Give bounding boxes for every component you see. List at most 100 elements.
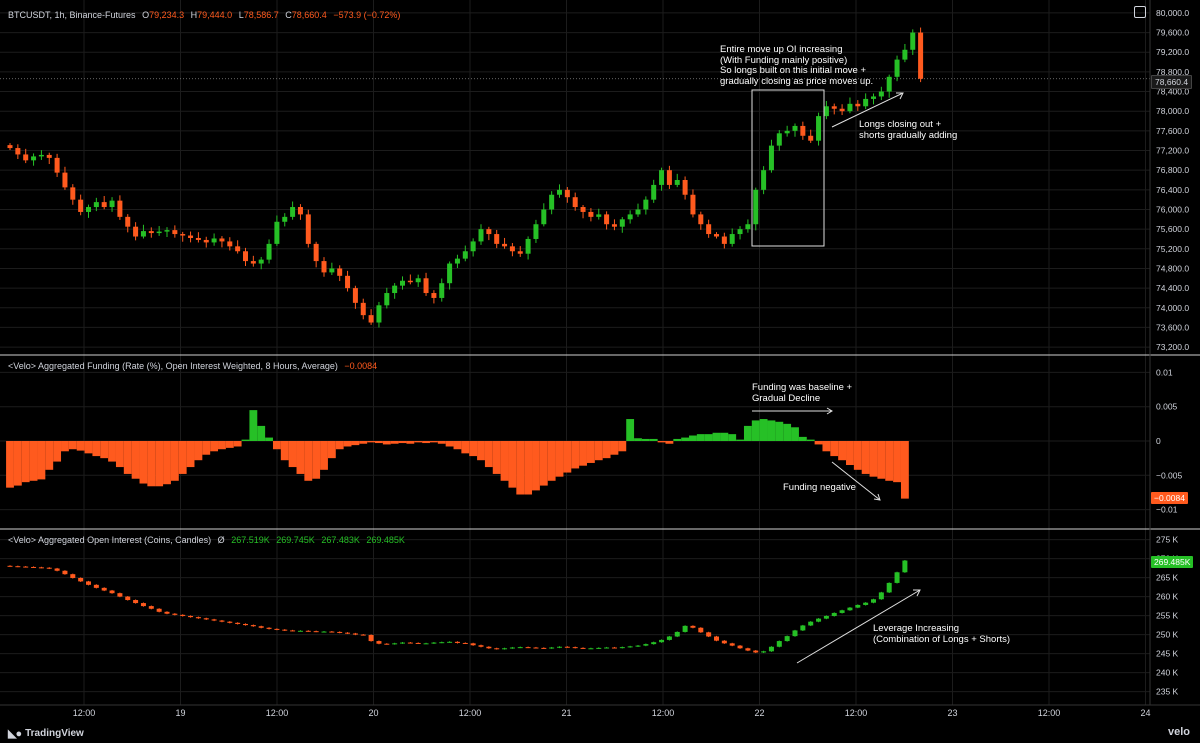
price-candle-body [902,49,908,60]
funding-bar [29,441,38,481]
velo-logo[interactable]: velo [1167,726,1190,738]
oi-low: 267.483K [321,535,360,545]
price-candle-body [54,157,60,173]
oi-candle-body [666,636,672,640]
price-candle-body [415,278,421,283]
price-candle-body [447,263,453,284]
price-candle-body [7,145,13,149]
funding-bar [846,441,854,466]
time-tick-label: 12:00 [652,708,675,718]
price-candle-body [250,261,256,264]
price-candle-body [368,315,374,323]
oi-candle-body [101,587,107,591]
close-value: 78,660.4 [291,10,327,20]
price-candle-body [329,268,335,273]
oi-candle-body [494,648,500,650]
funding-bar [202,441,211,455]
funding-bar [218,441,226,450]
annotation-drawings[interactable] [751,89,921,664]
funding-title[interactable]: <Velo> Aggregated Funding (Rate (%), Ope… [8,361,338,371]
price-candle-body [533,224,539,239]
oi-candle-body [133,600,139,604]
price-candle-body [321,261,327,273]
time-tick-label: 12:00 [73,708,96,718]
price-candle-body [23,154,29,161]
price-candle-body [808,135,814,141]
funding-bar [312,441,321,479]
oi-candle-body [93,584,99,588]
funding-legend: <Velo> Aggregated Funding (Rate (%), Ope… [8,361,377,371]
price-candle-body [823,106,829,117]
oi-candle-body [572,647,578,649]
funding-bar [257,425,266,441]
price-candle-body [580,207,586,212]
oi-candle-body [352,633,358,635]
funding-bar [791,427,799,441]
price-tick-label: 77,200.0 [1156,146,1189,156]
funding-axis[interactable]: 0.01 0.005 0 −0.005 −0.01 [1156,367,1183,514]
funding-bar [555,441,564,477]
price-candle-body [651,184,657,200]
funding-bar [92,441,101,457]
oi-candle-body [737,645,743,649]
oi-candle-body [659,639,665,643]
funding-bar [822,441,831,452]
price-candle-body [376,305,382,323]
oi-candle-body [140,603,146,607]
price-candle-body [266,243,272,260]
price-candle-body [839,108,845,112]
oi-candle-body [533,647,539,649]
oi-title[interactable]: <Velo> Aggregated Open Interest (Coins, … [8,535,212,545]
oi-candle-body [745,648,751,651]
oi-candle-body [407,642,413,644]
funding-bar [806,439,815,441]
oi-tick-label: 275 K [1156,535,1179,545]
oi-candle-body [878,592,884,600]
funding-bar [508,441,517,488]
oi-candle-body [674,631,680,637]
price-candle-body [31,156,37,161]
price-candle-body [195,237,201,240]
funding-bar [634,438,642,441]
funding-bar [532,441,540,491]
price-tick-label: 77,600.0 [1156,126,1189,136]
funding-bar [783,423,792,441]
funding-bar [375,441,383,444]
oi-candle-body [188,615,194,618]
time-axis[interactable]: 12:00 19 12:00 20 12:00 21 12:00 22 12:00 23 12:00… [73,708,1151,718]
funding-bar [147,441,156,487]
funding-bar [296,441,305,474]
oi-open: 267.519K [231,535,270,545]
price-candle-body [643,199,649,210]
oi-candle-body [423,643,429,645]
price-candle-body [462,251,468,259]
price-candle-body [721,236,727,244]
oi-candle-body [580,647,586,649]
annotation-funding-baseline: Funding was baseline + Gradual Decline [752,382,853,404]
oi-candle-body [211,619,217,621]
funding-tick-label: 0 [1156,436,1161,446]
price-legend: BTCUSDT, 1h, Binance-Futures O79,234.3 H… [8,10,400,20]
settings-icon[interactable] [1134,6,1146,18]
time-tick-label: 21 [561,708,571,718]
funding-histogram [6,410,909,499]
oi-candle-body [768,646,774,652]
price-candle-body [140,231,146,237]
price-tick-label: 78,400.0 [1156,87,1189,97]
symbol-label[interactable]: BTCUSDT, 1h, Binance-Futures [8,10,136,20]
price-candle-body [509,246,515,252]
oi-candle-body [86,581,91,585]
funding-bar [84,441,93,454]
arrow-leverage [796,589,921,664]
funding-bar [539,441,548,486]
tradingview-logo[interactable]: ◣● TradingView [8,727,84,740]
funding-bar [516,441,525,495]
oi-candle-body [195,617,201,619]
oi-candle-body [23,566,29,568]
price-candle-body [86,207,91,212]
funding-bar [406,441,415,444]
time-tick-label: 20 [368,708,378,718]
price-axis[interactable]: 80,000.0 79,600.0 79,200.0 78,800.0 78,400.0… [1156,8,1189,352]
oi-candle-body [564,646,570,648]
